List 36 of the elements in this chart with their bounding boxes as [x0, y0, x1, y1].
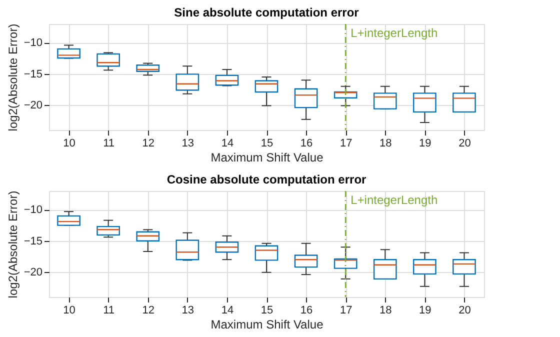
ref-line-label: L+integerLength — [350, 26, 438, 40]
x-tick-label: 18 — [380, 138, 392, 150]
x-axis-title: Maximum Shift Value — [210, 318, 324, 332]
x-tick-label: 16 — [300, 138, 313, 150]
y-tick-label: −15 — [24, 68, 42, 80]
x-tick-label: 10 — [63, 304, 76, 316]
x-tick-label: 11 — [103, 138, 115, 150]
x-tick-label: 13 — [182, 138, 194, 150]
y-tick-label: −20 — [24, 100, 42, 112]
x-tick-label: 20 — [458, 138, 471, 150]
x-axis-title: Maximum Shift Value — [210, 150, 324, 164]
x-tick-label: 17 — [340, 304, 352, 316]
x-tick-label: 12 — [142, 304, 154, 316]
x-tick-label: 11 — [103, 304, 115, 316]
x-tick-label: 19 — [419, 304, 432, 316]
x-tick-label: 13 — [182, 304, 194, 316]
x-tick-label: 10 — [63, 138, 76, 150]
y-tick-label: −15 — [24, 235, 42, 248]
x-tick-label: 15 — [260, 138, 274, 150]
x-tick-label: 20 — [458, 304, 471, 316]
y-tick-label: −10 — [24, 37, 42, 50]
x-tick-label: 14 — [221, 138, 234, 150]
y-tick-label: −20 — [24, 266, 42, 279]
x-tick-label: 12 — [142, 138, 154, 150]
chart-title: Sine absolute computation error — [174, 5, 360, 20]
ref-line-label: L+integerLength — [350, 193, 438, 207]
x-tick-label: 18 — [380, 304, 392, 316]
y-axis-title: log2(Absolute Error) — [6, 190, 20, 298]
x-tick-label: 19 — [419, 138, 432, 150]
y-axis-title: log2(Absolute Error) — [6, 24, 20, 132]
x-tick-label: 14 — [221, 304, 234, 316]
chart-title: Cosine absolute computation error — [166, 172, 367, 186]
x-tick-label: 16 — [300, 304, 313, 316]
y-tick-label: −10 — [24, 204, 42, 216]
x-tick-label: 17 — [340, 138, 352, 150]
x-tick-label: 15 — [260, 304, 274, 316]
